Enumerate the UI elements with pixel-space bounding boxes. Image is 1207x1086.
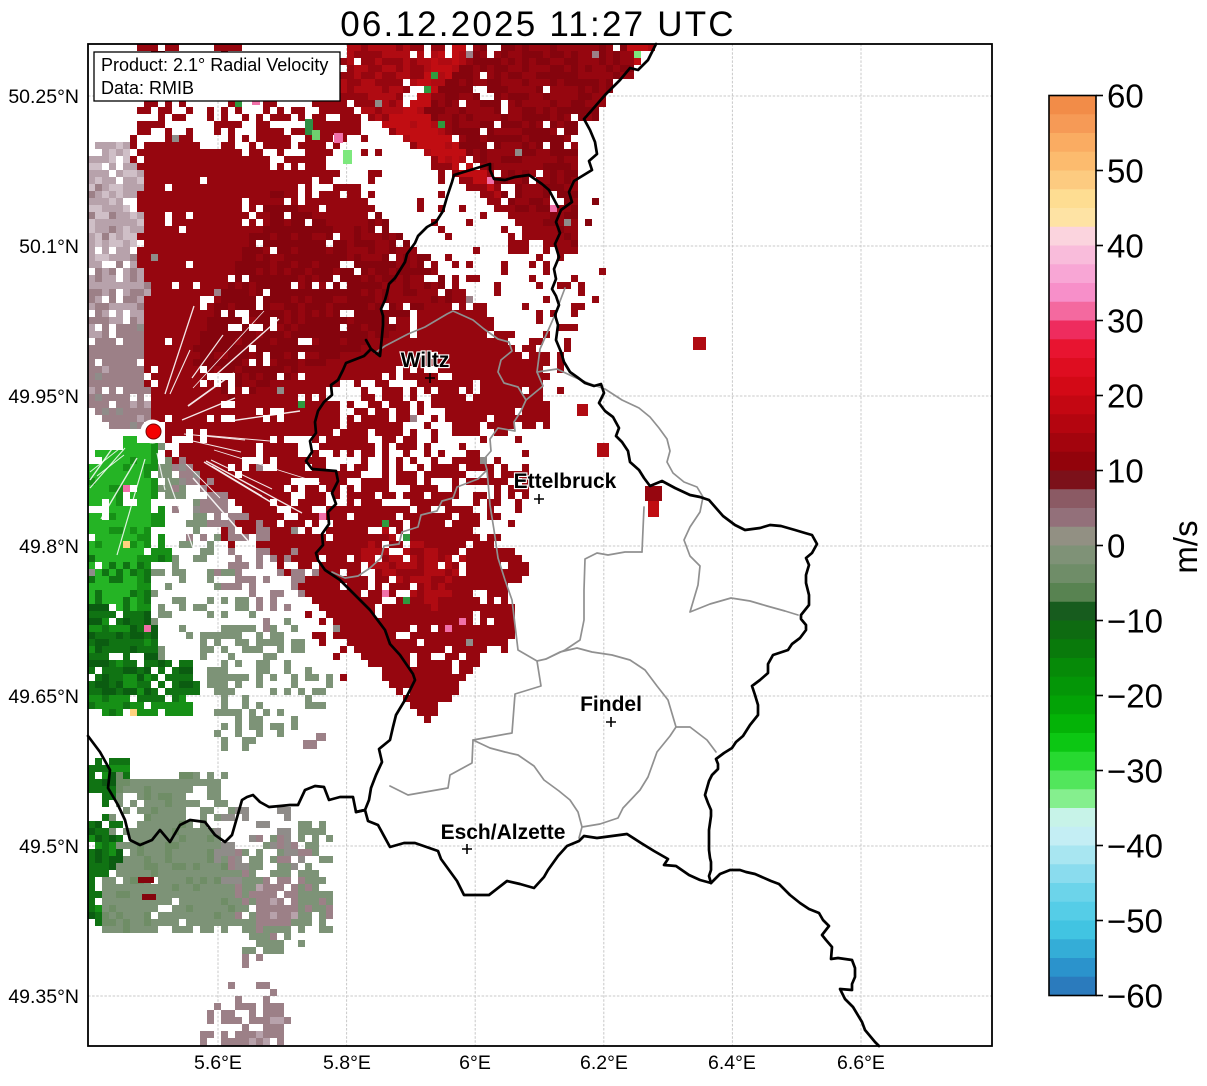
- svg-text:6.4°E: 6.4°E: [708, 1052, 756, 1074]
- svg-text:m/s: m/s: [1167, 520, 1204, 573]
- svg-text:40: 40: [1107, 228, 1144, 265]
- svg-text:Data: RMIB: Data: RMIB: [101, 78, 194, 98]
- svg-text:5.6°E: 5.6°E: [194, 1052, 242, 1074]
- svg-text:50.25°N: 50.25°N: [8, 86, 79, 108]
- svg-text:20: 20: [1107, 378, 1144, 415]
- svg-text:6.6°E: 6.6°E: [837, 1052, 885, 1074]
- svg-text:49.35°N: 49.35°N: [8, 986, 79, 1008]
- svg-text:6.2°E: 6.2°E: [580, 1052, 628, 1074]
- svg-text:60: 60: [1107, 78, 1144, 115]
- svg-text:−60: −60: [1107, 978, 1163, 1015]
- svg-text:30: 30: [1107, 303, 1144, 340]
- svg-text:5.8°E: 5.8°E: [323, 1052, 371, 1074]
- svg-text:−50: −50: [1107, 903, 1163, 940]
- svg-text:50: 50: [1107, 153, 1144, 190]
- svg-text:49.5°N: 49.5°N: [19, 836, 79, 858]
- svg-text:Product: 2.1° Radial Velocity: Product: 2.1° Radial Velocity: [101, 55, 328, 75]
- svg-text:Esch/Alzette: Esch/Alzette: [441, 821, 566, 844]
- svg-text:−40: −40: [1107, 828, 1163, 865]
- svg-text:10: 10: [1107, 453, 1144, 490]
- svg-text:Wiltz: Wiltz: [401, 349, 450, 372]
- svg-text:0: 0: [1107, 528, 1125, 565]
- svg-text:06.12.2025 11:27 UTC: 06.12.2025 11:27 UTC: [340, 5, 736, 44]
- svg-text:49.8°N: 49.8°N: [19, 536, 79, 558]
- svg-text:49.95°N: 49.95°N: [8, 386, 79, 408]
- svg-text:−10: −10: [1107, 603, 1163, 640]
- svg-text:50.1°N: 50.1°N: [19, 236, 79, 258]
- svg-text:−20: −20: [1107, 678, 1163, 715]
- svg-text:6°E: 6°E: [459, 1052, 491, 1074]
- svg-text:49.65°N: 49.65°N: [8, 686, 79, 708]
- svg-text:Ettelbruck: Ettelbruck: [514, 470, 617, 493]
- svg-text:−30: −30: [1107, 753, 1163, 790]
- svg-text:Findel: Findel: [580, 693, 642, 716]
